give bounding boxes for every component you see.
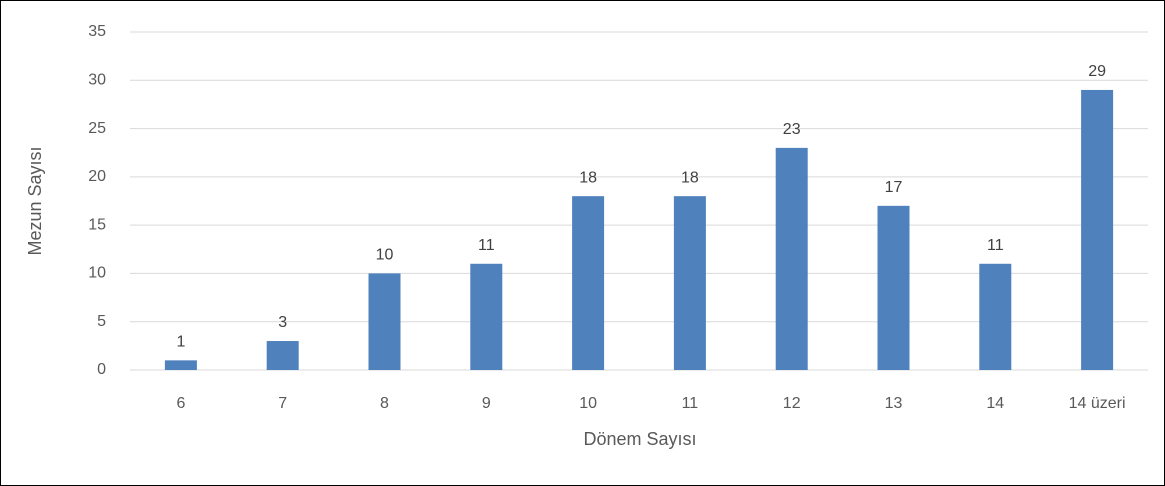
y-tick-label: 20: [88, 168, 106, 185]
y-tick-label: 5: [97, 313, 106, 330]
y-tick-label: 0: [97, 361, 106, 378]
x-tick-label: 6: [176, 395, 185, 412]
value-label: 17: [885, 179, 903, 196]
value-label: 11: [987, 237, 1004, 254]
x-tick-label: 14: [986, 395, 1004, 412]
bar: [775, 147, 808, 370]
y-tick-label: 35: [88, 23, 106, 40]
x-axis-label: Dönem Sayısı: [583, 429, 696, 449]
x-tick-label: 10: [579, 395, 597, 412]
bar: [877, 205, 910, 370]
value-label: 11: [478, 237, 495, 254]
bar: [164, 360, 197, 370]
x-tick-label: 7: [278, 395, 287, 412]
bar: [1081, 89, 1114, 370]
bar: [979, 263, 1012, 370]
bar: [673, 196, 706, 370]
bar: [266, 341, 299, 370]
bar: [470, 263, 503, 370]
y-axis-label: Mezun Sayısı: [25, 146, 45, 255]
bar: [572, 196, 605, 370]
y-tick-label: 10: [88, 265, 106, 282]
value-label: 18: [579, 169, 597, 186]
value-label: 1: [176, 334, 185, 351]
x-tick-label: 9: [482, 395, 491, 412]
x-tick-label: 11: [682, 395, 699, 412]
value-label: 23: [783, 121, 801, 138]
value-label: 3: [278, 314, 287, 331]
x-tick-label: 14 üzeri: [1069, 395, 1126, 412]
x-tick-label: 13: [885, 395, 903, 412]
bar: [368, 273, 401, 370]
value-label: 29: [1088, 63, 1106, 80]
y-tick-label: 25: [88, 120, 106, 137]
y-tick-label: 30: [88, 72, 106, 89]
x-tick-label: 12: [783, 395, 801, 412]
x-tick-label: 8: [380, 395, 389, 412]
value-label: 10: [376, 247, 394, 264]
y-tick-label: 15: [88, 216, 106, 233]
value-label: 18: [681, 169, 699, 186]
